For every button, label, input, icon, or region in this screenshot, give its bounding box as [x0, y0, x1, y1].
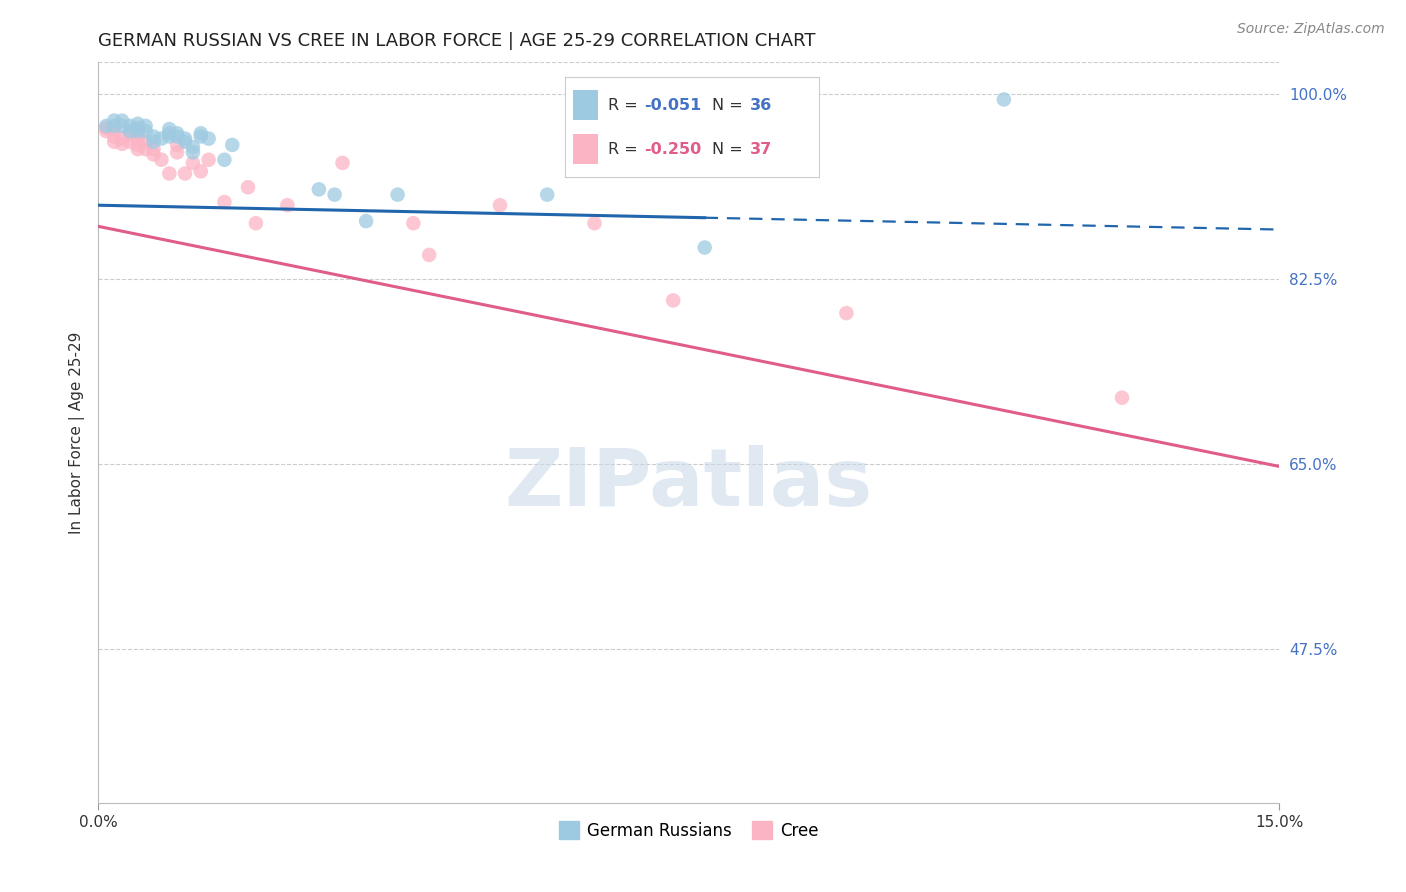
- Point: [96, 119, 118, 133]
- Point: [103, 135, 125, 149]
- Point: [835, 306, 858, 320]
- Point: [1111, 391, 1133, 405]
- Point: [127, 121, 149, 136]
- Point: [135, 135, 157, 149]
- Point: [354, 214, 377, 228]
- Point: [135, 124, 157, 138]
- Point: [323, 187, 346, 202]
- Point: [387, 187, 409, 202]
- Point: [993, 92, 1015, 106]
- Point: [190, 126, 212, 140]
- Point: [236, 180, 259, 194]
- Point: [157, 126, 180, 140]
- Point: [583, 216, 606, 230]
- Point: [214, 153, 236, 167]
- Point: [127, 137, 149, 152]
- Point: [245, 216, 267, 230]
- Point: [142, 142, 165, 156]
- Point: [142, 147, 165, 161]
- Point: [418, 248, 440, 262]
- Point: [127, 124, 149, 138]
- Point: [127, 133, 149, 147]
- Point: [221, 137, 243, 152]
- Text: ZIPatlas: ZIPatlas: [505, 445, 873, 524]
- Point: [214, 195, 236, 210]
- Point: [127, 142, 149, 156]
- Point: [118, 135, 141, 149]
- Point: [276, 198, 298, 212]
- Point: [190, 164, 212, 178]
- Point: [332, 156, 354, 170]
- Point: [111, 131, 134, 145]
- Point: [174, 131, 197, 145]
- Point: [181, 145, 204, 160]
- Y-axis label: In Labor Force | Age 25-29: In Labor Force | Age 25-29: [69, 332, 84, 533]
- Point: [308, 182, 330, 196]
- Point: [96, 121, 118, 136]
- Point: [157, 166, 180, 180]
- Point: [181, 140, 204, 154]
- Point: [111, 119, 134, 133]
- Point: [118, 124, 141, 138]
- Point: [190, 129, 212, 144]
- Point: [662, 293, 685, 308]
- Point: [157, 122, 180, 136]
- Point: [103, 129, 125, 144]
- Point: [103, 119, 125, 133]
- Point: [157, 129, 180, 144]
- Point: [166, 126, 188, 140]
- Point: [536, 187, 558, 202]
- Point: [150, 153, 173, 167]
- Point: [111, 136, 134, 151]
- Point: [127, 117, 149, 131]
- Point: [103, 113, 125, 128]
- Point: [135, 119, 157, 133]
- Point: [118, 119, 141, 133]
- Point: [111, 113, 134, 128]
- Point: [693, 240, 716, 255]
- Point: [174, 135, 197, 149]
- Point: [96, 124, 118, 138]
- Point: [166, 129, 188, 144]
- Point: [181, 156, 204, 170]
- Point: [150, 131, 173, 145]
- Point: [142, 129, 165, 144]
- Text: Source: ZipAtlas.com: Source: ZipAtlas.com: [1237, 22, 1385, 37]
- Point: [127, 126, 149, 140]
- Point: [135, 142, 157, 156]
- Point: [402, 216, 425, 230]
- Point: [166, 137, 188, 152]
- Legend: German Russians, Cree: German Russians, Cree: [553, 814, 825, 847]
- Point: [103, 122, 125, 136]
- Point: [174, 166, 197, 180]
- Point: [166, 145, 188, 160]
- Point: [142, 135, 165, 149]
- Point: [197, 131, 219, 145]
- Text: GERMAN RUSSIAN VS CREE IN LABOR FORCE | AGE 25-29 CORRELATION CHART: GERMAN RUSSIAN VS CREE IN LABOR FORCE | …: [98, 32, 815, 50]
- Point: [489, 198, 512, 212]
- Point: [118, 128, 141, 142]
- Point: [197, 153, 219, 167]
